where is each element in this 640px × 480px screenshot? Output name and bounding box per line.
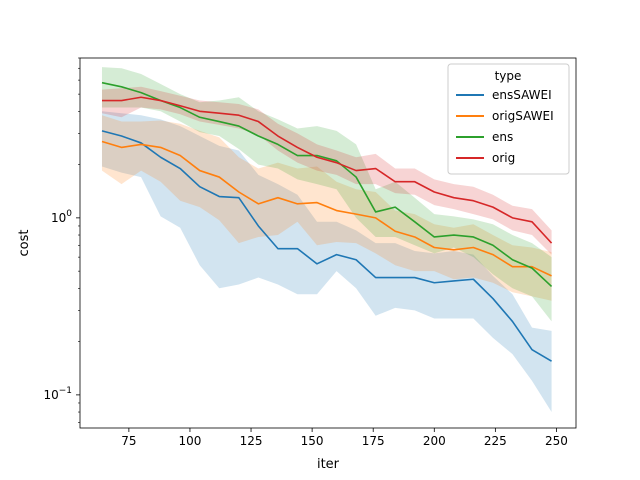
- line-ens: [101, 81, 553, 287]
- x-axis-label: iter: [317, 457, 340, 472]
- x-tick-label: 125: [240, 434, 263, 448]
- series-lines: [101, 81, 553, 362]
- legend-label-ens: ens: [492, 130, 513, 144]
- plot-area-frame: [79, 57, 577, 429]
- legend-label-origSAWEI: origSAWEI: [492, 109, 554, 123]
- y-axis-label: cost: [17, 230, 32, 257]
- band-orig: [101, 86, 552, 255]
- x-tick-label: 150: [301, 434, 324, 448]
- line-ensSAWEI: [101, 130, 552, 362]
- x-axis: 75 100 125 150 175 200 225 250: [121, 428, 568, 448]
- confidence-bands: [101, 67, 552, 413]
- x-tick-label: 250: [545, 434, 568, 448]
- line-orig: [101, 96, 553, 244]
- x-tick-label: 75: [121, 434, 136, 448]
- y-tick-label: 100: [51, 209, 72, 225]
- y-axis: 10−1 100: [43, 57, 80, 423]
- legend: type ensSAWEI origSAWEI ens orig: [447, 63, 570, 175]
- legend-box: [447, 63, 570, 175]
- band-ens: [101, 67, 552, 322]
- x-tick-label: 175: [362, 434, 385, 448]
- band-origSAWEI: [101, 115, 552, 301]
- x-tick-label: 200: [423, 434, 446, 448]
- line-origSAWEI: [101, 140, 552, 277]
- band-ensSAWEI: [101, 111, 552, 413]
- x-tick-label: 100: [178, 434, 201, 448]
- x-tick-label: 225: [484, 434, 507, 448]
- y-tick-label: 10−1: [43, 386, 72, 402]
- legend-label-ensSAWEI: ensSAWEI: [492, 88, 552, 102]
- legend-title: type: [495, 69, 522, 83]
- legend-label-orig: orig: [492, 151, 515, 165]
